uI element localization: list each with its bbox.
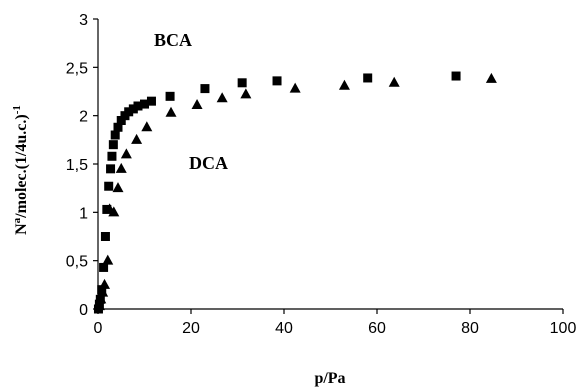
x-tick-label: 40 (275, 320, 293, 337)
axes: 0 20 40 60 80 100 0 0,5 1 1,5 2 2,5 3 (66, 12, 577, 337)
data-point-bca (140, 99, 149, 109)
x-tick-label: 100 (550, 320, 577, 337)
data-point-dca (112, 182, 124, 193)
data-point-bca (165, 91, 175, 101)
y-tick-label: 0 (79, 302, 88, 319)
y-tick-label: 1 (79, 205, 88, 222)
data-point-dca (338, 79, 350, 90)
data-point-dca (485, 72, 497, 83)
y-tick-label: 2 (79, 109, 88, 126)
y-axis-title: Na/molec.(1/4u.c.)-1 (11, 105, 30, 235)
data-point-bca (200, 84, 210, 94)
data-point-bca (116, 116, 126, 125)
data-point-bca (107, 151, 117, 161)
y-axis-title-n: N (13, 223, 30, 235)
x-tick-label: 60 (368, 320, 386, 337)
data-point-bca (104, 181, 114, 191)
data-point-dca (216, 92, 228, 103)
data-point-dca (97, 286, 109, 297)
x-ticks: 0 20 40 60 80 100 (94, 309, 577, 337)
data-point-bca (106, 164, 116, 174)
data-point-bca (128, 104, 138, 114)
y-tick-label: 3 (79, 12, 88, 29)
data-point-dca (108, 206, 120, 217)
data-point-bca (237, 78, 247, 88)
data-point-bca (100, 232, 110, 241)
data-point-dca (191, 99, 203, 110)
y-axis-title-sup-a: a (11, 217, 23, 223)
data-point-dca (131, 133, 143, 144)
data-point-bca (363, 73, 373, 83)
y-tick-label: 0,5 (66, 254, 88, 271)
x-tick-label: 0 (94, 320, 103, 337)
data-point-bca (113, 122, 123, 132)
data-point-dca (388, 76, 400, 87)
series-label-bca: BCA (154, 30, 192, 50)
data-point-dca (240, 88, 252, 99)
data-point-dca (120, 148, 132, 159)
y-axis-title-sup-minus1: -1 (11, 105, 23, 114)
data-point-dca (115, 162, 127, 173)
data-point-bca (108, 140, 118, 150)
data-point-bca (110, 130, 120, 140)
data-point-dca (99, 278, 111, 289)
x-axis-title: p/Pa (314, 370, 345, 387)
data-point-dca (93, 300, 105, 311)
data-point-bca (133, 101, 143, 111)
plot-points (93, 71, 497, 314)
data-point-bca (99, 262, 109, 272)
x-tick-label: 20 (182, 320, 200, 337)
data-point-bca (146, 96, 156, 106)
data-point-bca (124, 107, 134, 117)
data-point-dca (165, 106, 177, 117)
y-axis-title-mid: /molec.(1/4u.c.) (13, 114, 30, 219)
y-ticks: 0 0,5 1 1,5 2 2,5 3 (66, 12, 98, 319)
data-point-dca (141, 121, 153, 132)
data-point-dca (289, 82, 301, 93)
x-tick-label: 80 (461, 320, 479, 337)
data-point-bca (272, 76, 282, 86)
data-point-dca (95, 293, 107, 304)
data-point-dca (102, 254, 114, 265)
series-label-dca: DCA (189, 153, 228, 173)
y-tick-label: 2,5 (66, 60, 88, 77)
y-tick-label: 1,5 (66, 157, 88, 174)
data-point-bca (451, 71, 461, 81)
